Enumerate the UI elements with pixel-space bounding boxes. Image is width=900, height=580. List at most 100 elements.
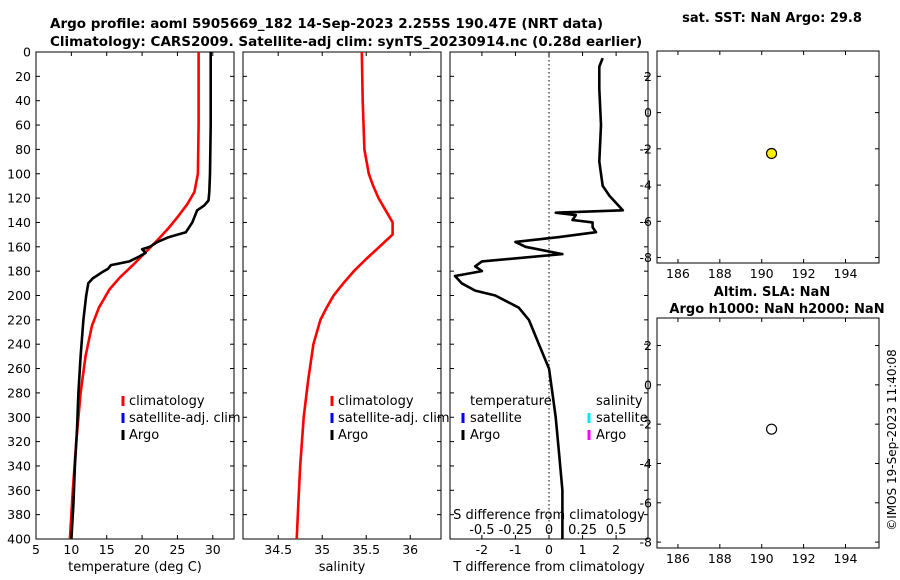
sst-title: sat. SST: NaN Argo: 29.8 xyxy=(682,11,862,26)
s-difference-tick-label: -0.5 xyxy=(469,523,494,538)
salinity-xlabel: salinity xyxy=(319,560,366,575)
sst-axes-ticks: 186 188 190 192 194 2 0 -2 -4 -6 -8 xyxy=(640,51,879,281)
salinity-x-axis: 34.5 35 35.5 36 xyxy=(264,52,418,557)
x-tick-label: 192 xyxy=(792,551,816,566)
sla-points xyxy=(765,423,778,435)
x-tick-label: 30 xyxy=(205,542,221,557)
x-tick-label: 188 xyxy=(708,551,732,566)
x-tick-label: 0 xyxy=(545,542,553,557)
y-tick-label: -8 xyxy=(640,535,653,550)
s-difference-tick-label: -0.25 xyxy=(499,523,533,538)
x-tick-label: 186 xyxy=(666,551,690,566)
depth-axis: 0 20 40 60 80 100 120 140 160 180 200 220 240 260 280 3… xyxy=(7,45,234,547)
salinity-axes-box xyxy=(242,51,442,540)
x-tick-label: 192 xyxy=(792,266,816,281)
s-difference-tick-label: 0.5 xyxy=(606,523,627,538)
depth-tick-label: 80 xyxy=(15,142,31,157)
temperature-x-axis: 5 10 15 20 25 30 xyxy=(32,52,221,557)
sla-panel: Altim. SLA: NaN Argo h1000: NaN h2000: N… xyxy=(640,285,885,566)
y-tick-label: -2 xyxy=(640,141,652,156)
difference-x-axis: -2 -1 0 1 2 xyxy=(476,52,620,557)
depth-tick-label: 180 xyxy=(7,264,31,279)
sla-title-line-1: Altim. SLA: NaN xyxy=(714,285,830,300)
y-tick-label: -8 xyxy=(640,250,653,265)
x-tick-label: 1 xyxy=(579,542,587,557)
y-tick-label: 2 xyxy=(644,69,652,84)
difference-depth-ticks xyxy=(450,51,648,540)
depth-tick-label: 140 xyxy=(7,215,31,230)
y-tick-label: -4 xyxy=(640,456,653,471)
x-tick-label: 2 xyxy=(612,542,620,557)
legend-label: Argo xyxy=(129,428,159,443)
float-position-marker xyxy=(765,147,778,160)
depth-tick-label: 380 xyxy=(7,507,31,522)
sla-title-line-2: Argo h1000: NaN h2000: NaN xyxy=(669,302,884,317)
temperature-axes-box xyxy=(35,51,235,540)
depth-tick-label: 280 xyxy=(7,385,31,400)
timestamp-stamp: ©IMOS 19-Sep-2023 11:40:08 xyxy=(885,349,899,531)
x-tick-label: 188 xyxy=(708,266,732,281)
depth-tick-label: 0 xyxy=(23,45,31,60)
depth-tick-label: 20 xyxy=(15,69,31,84)
depth-tick-label: 60 xyxy=(15,118,31,133)
x-tick-label: 25 xyxy=(169,542,185,557)
temperature-lines xyxy=(68,52,212,540)
difference-legend: temperature satellite Argo salinity satellit… xyxy=(461,394,648,443)
legend-label: satellite xyxy=(470,411,522,426)
temperature-panel: 0 20 40 60 80 100 120 140 160 180 200 220 240 260 280 3… xyxy=(7,45,240,576)
salinity-depth-ticks xyxy=(243,51,441,540)
y-tick-label: -4 xyxy=(640,178,653,193)
s-difference-tick-label: 0 xyxy=(545,523,553,538)
depth-tick-label: 320 xyxy=(7,434,31,449)
depth-tick-label: 100 xyxy=(7,166,31,181)
salinity-lines xyxy=(295,51,394,540)
x-tick-label: 194 xyxy=(834,266,858,281)
x-tick-label: 194 xyxy=(834,551,858,566)
title-line-1: Argo profile: aoml 5905669_182 14-Sep-20… xyxy=(50,16,603,32)
float-position-marker xyxy=(765,423,778,435)
legend-title-temperature: temperature xyxy=(470,394,552,409)
x-tick-label: 10 xyxy=(63,542,79,557)
x-tick-label: 34.5 xyxy=(264,542,292,557)
legend-label: climatology xyxy=(129,394,205,409)
legend-label: climatology xyxy=(338,394,414,409)
depth-tick-label: 220 xyxy=(7,312,31,327)
y-tick-label: -6 xyxy=(640,214,653,229)
sst-points xyxy=(765,147,778,160)
series-line-argo xyxy=(70,52,212,540)
x-tick-label: 186 xyxy=(666,266,690,281)
depth-tick-label: 200 xyxy=(7,288,31,303)
legend-label: Argo xyxy=(338,428,368,443)
x-tick-label: 190 xyxy=(750,551,774,566)
depth-tick-label: 360 xyxy=(7,483,31,498)
y-tick-label: -6 xyxy=(640,495,653,510)
difference-panel: -2 -1 0 1 2 temperature satellite Argo salinity… xyxy=(449,51,649,575)
series-line-climatology xyxy=(295,51,394,540)
series-line-t-difference xyxy=(453,57,625,539)
depth-tick-label: 260 xyxy=(7,361,31,376)
depth-tick-label: 340 xyxy=(7,458,31,473)
legend-label: satellite-adj. clim xyxy=(338,411,450,426)
depth-tick-label: 240 xyxy=(7,337,31,352)
temperature-xlabel: temperature (deg C) xyxy=(68,560,202,575)
legend-title-salinity: salinity xyxy=(596,394,643,409)
sla-axes-ticks: 186 188 190 192 194 2 0 -2 -4 -6 -8 xyxy=(640,318,879,566)
depth-tick-label: 400 xyxy=(7,532,31,547)
difference-lines xyxy=(453,57,625,539)
legend-label: satellite-adj. clim xyxy=(129,411,241,426)
legend-label: Argo xyxy=(596,428,626,443)
y-tick-label: 2 xyxy=(644,338,652,353)
x-tick-label: 5 xyxy=(32,542,40,557)
s-difference-title: S difference from climatology xyxy=(453,508,645,523)
x-tick-label: 35.5 xyxy=(352,542,380,557)
x-tick-label: -2 xyxy=(476,542,488,557)
legend-label: Argo xyxy=(470,428,500,443)
y-tick-label: 0 xyxy=(644,105,652,120)
depth-tick-label: 40 xyxy=(15,93,31,108)
depth-tick-label: 120 xyxy=(7,191,31,206)
x-tick-label: 20 xyxy=(134,542,150,557)
sst-panel: sat. SST: NaN Argo: 29.8 186 188 190 192 194… xyxy=(640,11,880,281)
s-difference-labels: S difference from climatology-0.5 -0.25 0 0… xyxy=(453,508,645,538)
difference-xlabel: T difference from climatology xyxy=(452,560,645,575)
